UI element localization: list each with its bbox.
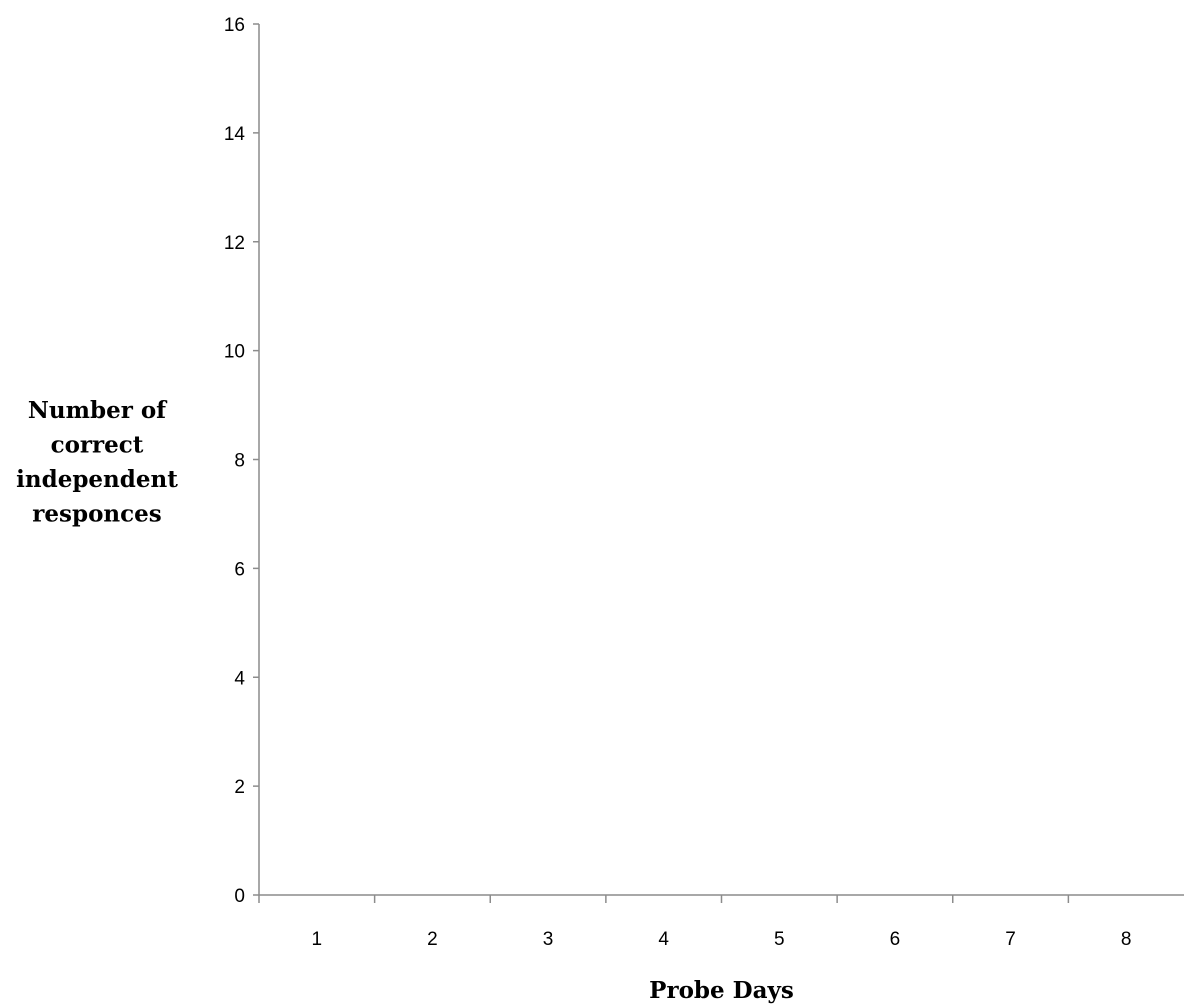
x-tick-label: 3 [543,929,554,950]
y-tick-label: 10 [224,342,245,363]
y-tick-label: 12 [224,233,245,254]
x-axis-title: Probe Days [649,977,794,1004]
y-tick-label: 4 [234,668,245,689]
y-tick-label: 16 [224,15,245,36]
y-tick-label: 2 [234,777,245,798]
x-tick-label: 5 [774,929,785,950]
x-tick-label: 1 [312,929,323,950]
y-axis-title-line: independent [16,466,178,493]
y-axis-title-line: responces [32,501,161,528]
y-tick-label: 14 [224,124,246,145]
y-tick-label: 0 [234,886,245,907]
x-tick-label: 6 [890,929,901,950]
y-axis-title: Number of correct independent responces [16,397,178,528]
y-tick-label: 6 [234,559,245,580]
y-axis-title-line: correct [51,432,144,459]
y-axis-title-line: Number of [28,397,168,424]
x-tick-label: 7 [1005,929,1016,950]
y-tick-label: 8 [234,451,245,472]
x-tick-label: 2 [427,929,438,950]
x-tick-label: 8 [1121,929,1132,950]
x-axis-ticks: 1 2 3 4 5 6 7 8 [258,895,1132,950]
y-axis-ticks: 0 2 4 6 8 10 12 14 16 [224,15,259,907]
x-tick-label: 4 [658,929,669,950]
